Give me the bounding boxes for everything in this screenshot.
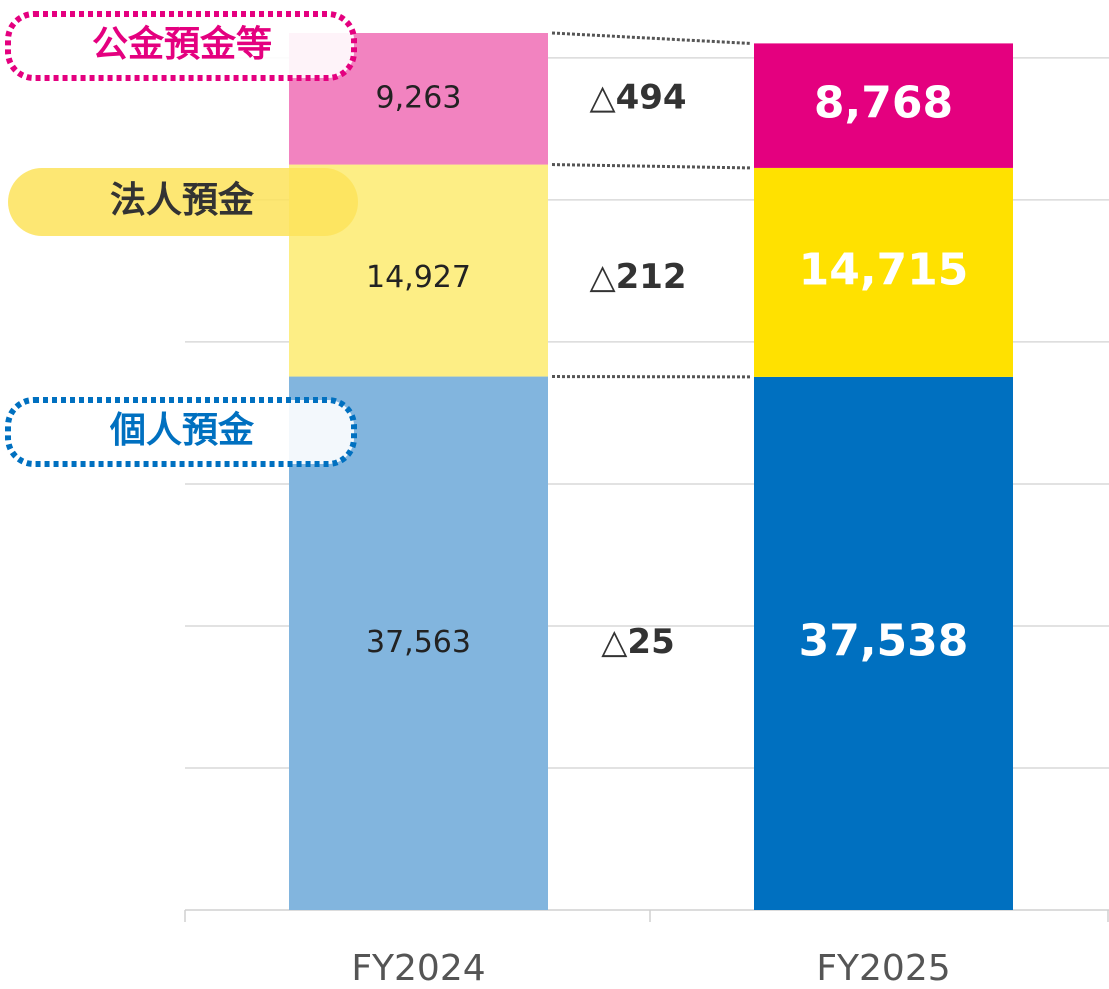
connector: [551, 31, 751, 45]
legend-badge: [5, 397, 357, 467]
bar-segment: [754, 43, 1013, 168]
difference-label: △212: [589, 257, 686, 297]
legend-label: 法人預金: [110, 179, 255, 221]
bar-segment: [754, 376, 1013, 910]
legend-badge: [5, 11, 357, 81]
x-tick-label: FY2025: [816, 948, 950, 989]
bar-segment: [754, 167, 1013, 377]
value-label: 37,563: [366, 625, 471, 660]
legend-label: 個人預金: [109, 409, 255, 451]
x-tick-label: FY2024: [351, 948, 485, 989]
value-label: 9,263: [376, 80, 462, 115]
difference-label: △25: [601, 622, 674, 662]
value-label: 14,715: [799, 244, 969, 295]
bar-segment: [289, 376, 548, 910]
difference-label: △494: [589, 77, 686, 117]
legend-badge: [8, 168, 358, 236]
connector: [551, 163, 751, 170]
value-label: 14,927: [366, 260, 471, 295]
value-label: 37,538: [799, 615, 969, 666]
value-label: 8,768: [814, 78, 953, 129]
legend-label: 公金預金等: [92, 23, 272, 65]
